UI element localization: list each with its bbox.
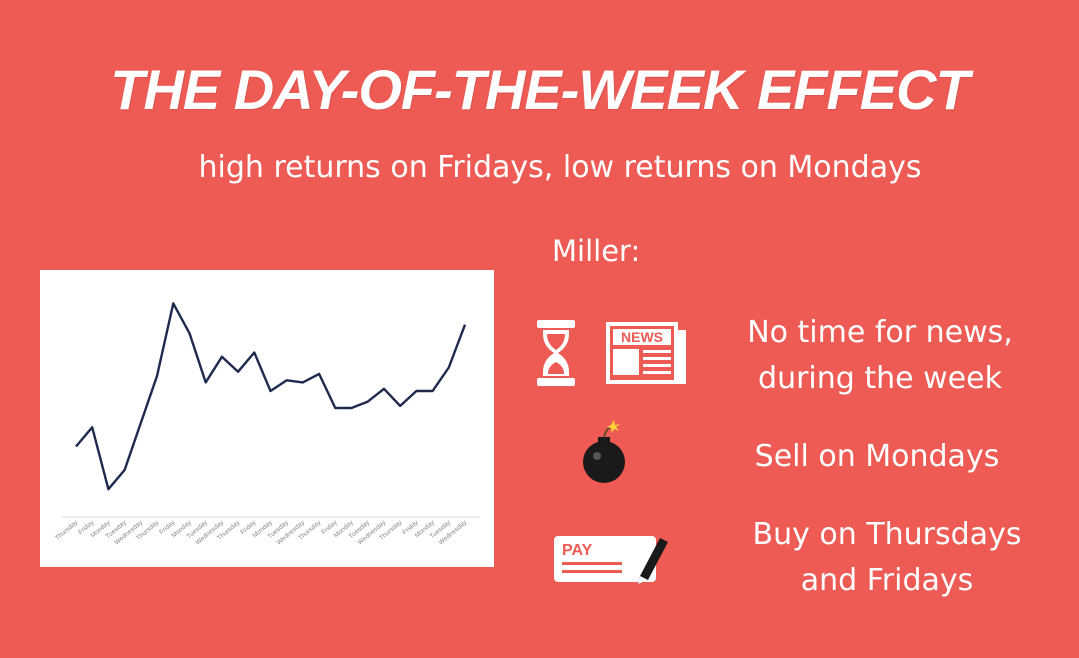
- hourglass-icon: [537, 320, 575, 386]
- newspaper-icon: NEWS: [606, 322, 686, 384]
- line-chart: Thursday Friday Monday Tuesday Wednesday Thur…: [40, 270, 494, 567]
- buy-on-thursdays-text: Buy on Thursdays and Fridays: [712, 512, 1062, 604]
- buy-on-thursdays-line2: and Fridays: [800, 563, 974, 598]
- no-time-for-news-text: No time for news, during the week: [712, 310, 1048, 402]
- no-time-for-news-line2: during the week: [758, 361, 1002, 396]
- newspaper-icon-text: NEWS: [621, 329, 663, 345]
- line-chart-svg: ThursdayFridayMondayTuesdayWednesdayThur…: [54, 302, 480, 547]
- page-title: THE DAY-OF-THE-WEEK EFFECT: [110, 58, 970, 121]
- series-line: [75, 302, 467, 491]
- pay-check-icon: PAY: [554, 536, 668, 584]
- pay-check-icon-text: PAY: [562, 542, 593, 559]
- buy-on-thursdays-line1: Buy on Thursdays: [752, 517, 1022, 552]
- sell-on-mondays-text: Sell on Mondays: [754, 439, 1000, 474]
- no-time-for-news-line1: No time for news,: [747, 315, 1013, 350]
- x-tick-label: Thursday: [54, 519, 80, 542]
- bomb-icon: [583, 420, 625, 483]
- page-subtitle: high returns on Fridays, low returns on …: [198, 150, 922, 185]
- miller-label: Miller:: [552, 234, 641, 268]
